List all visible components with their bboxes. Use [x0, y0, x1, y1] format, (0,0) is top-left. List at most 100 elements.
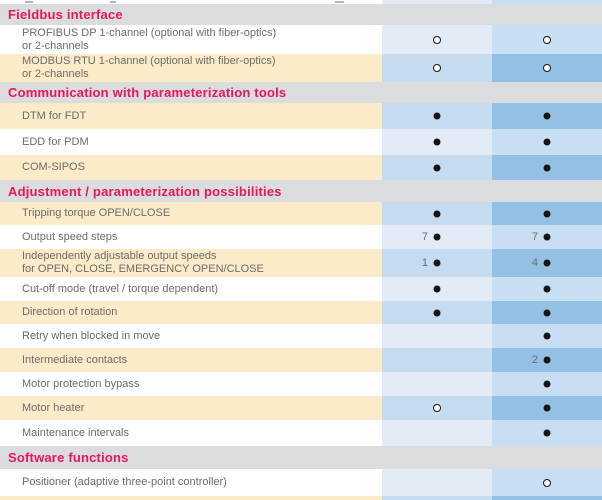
section-header: Adjustment / parameterization possibilit… [0, 180, 602, 202]
feature-row: MODBUS RTU 1-channel (optional with fibe… [0, 54, 602, 82]
comparison-cell [492, 469, 602, 496]
comparison-cell [382, 202, 492, 225]
row-label: COM-SIPOS [22, 161, 85, 173]
section-header: Software functions [0, 446, 602, 469]
hollow-dot-icon [433, 404, 441, 412]
comparison-cell [492, 396, 602, 420]
row-label-cell: Tripping torque OPEN/CLOSE [0, 202, 382, 225]
comparison-cell [492, 25, 602, 54]
comparison-cell [382, 54, 492, 82]
filled-dot-icon [543, 233, 551, 241]
row-label: Cut-off mode (travel / torque dependent) [22, 282, 219, 295]
comparison-cell [492, 202, 602, 225]
row-label-cell: Intermediate contacts [0, 348, 382, 372]
filled-dot-icon [543, 259, 551, 267]
filled-dot-icon [433, 259, 441, 267]
hollow-dot-icon [543, 478, 551, 487]
feature-row: COM-SIPOS [0, 155, 602, 180]
comparison-cell [492, 155, 602, 180]
hollow-dot-icon [543, 35, 551, 44]
section-title: Fieldbus interface [8, 7, 123, 22]
cell-number: 1 [421, 257, 428, 269]
clipped-label-area [0, 496, 382, 500]
row-label: Independently adjustable output speeds [22, 250, 217, 262]
comparison-cell [382, 396, 492, 420]
feature-row: Cut-off mode (travel / torque dependent) [0, 277, 602, 301]
row-label: Retry when blocked in move [22, 329, 161, 342]
cell-number: 2 [531, 354, 538, 366]
filled-dot-icon [433, 285, 441, 293]
row-label: MODBUS RTU 1-channel (optional with fibe… [22, 55, 276, 67]
filled-dot-icon [543, 404, 551, 412]
comparison-cell [382, 0, 492, 4]
comparison-cell [492, 420, 602, 446]
filled-dot-icon [543, 138, 551, 146]
row-label-cell: EDD for PDM [0, 129, 382, 155]
row-label-cell: Direction of rotation [0, 301, 382, 324]
comparison-cell: 7 [492, 225, 602, 249]
section-title: Communication with parameterization tool… [8, 85, 287, 100]
row-label: Intermediate contacts [22, 353, 128, 366]
feature-row: Output speed steps 7 7 [0, 225, 602, 249]
row-label-cell: Cut-off mode (travel / torque dependent) [0, 277, 382, 301]
row-label-cell: PROFIBUS DP 1-channel (optional with fib… [0, 25, 382, 54]
clipped-row-top [0, 0, 602, 4]
feature-row: Tripping torque OPEN/CLOSE [0, 202, 602, 225]
row-label: DTM for FDT [22, 109, 87, 122]
feature-row: PROFIBUS DP 1-channel (optional with fib… [0, 25, 602, 54]
comparison-cell [382, 420, 492, 446]
hollow-dot-icon [433, 64, 441, 72]
filled-dot-icon [543, 356, 551, 364]
row-label: Tripping torque OPEN/CLOSE [22, 207, 171, 219]
comparison-cell: 7 [382, 225, 492, 249]
row-label-line2: for OPEN, CLOSE, EMERGENCY OPEN/CLOSE [22, 263, 264, 275]
row-label-cell: MODBUS RTU 1-channel (optional with fibe… [0, 54, 382, 82]
comparison-cell [382, 129, 492, 155]
comparison-cell [492, 129, 602, 155]
feature-row: Motor heater [0, 396, 602, 420]
comparison-cell [382, 372, 492, 396]
feature-row: EDD for PDM [0, 129, 602, 155]
clipped-label-area [0, 0, 382, 4]
filled-dot-icon [543, 112, 551, 120]
section-title: Software functions [8, 450, 129, 465]
comparison-cell [492, 372, 602, 396]
row-label-cell: Maintenance intervals [0, 420, 382, 446]
feature-row: Positioner (adaptive three-point control… [0, 469, 602, 496]
filled-dot-icon [433, 164, 441, 171]
section-header: Communication with parameterization tool… [0, 82, 602, 103]
filled-dot-icon [433, 309, 441, 316]
section-header: Fieldbus interface [0, 4, 602, 25]
clipped-text-fragment [25, 1, 33, 3]
comparison-cell: 1 [382, 249, 492, 277]
row-label: Maintenance intervals [22, 426, 130, 439]
feature-row: Independently adjustable output speeds fo… [0, 249, 602, 277]
row-label: Output speed steps [22, 230, 118, 243]
comparison-cell [492, 103, 602, 129]
hollow-dot-icon [433, 35, 441, 44]
feature-row: Intermediate contacts 2 [0, 348, 602, 372]
row-label-cell: COM-SIPOS [0, 155, 382, 180]
row-label-cell: Motor heater [0, 396, 382, 420]
row-label-line2: or 2-channels [22, 68, 89, 80]
row-label-cell: DTM for FDT [0, 103, 382, 129]
row-label-cell: Independently adjustable output speeds fo… [0, 249, 382, 277]
filled-dot-icon [543, 285, 551, 293]
comparison-cell [382, 277, 492, 301]
comparison-cell [382, 155, 492, 180]
comparison-cell [492, 324, 602, 348]
comparison-cell [492, 301, 602, 324]
row-label: Direction of rotation [22, 306, 118, 318]
filled-dot-icon [543, 429, 551, 437]
row-label: EDD for PDM [22, 135, 89, 148]
feature-row: Maintenance intervals [0, 420, 602, 446]
filled-dot-icon [433, 233, 441, 241]
row-label-cell: Positioner (adaptive three-point control… [0, 469, 382, 496]
filled-dot-icon [543, 164, 551, 171]
filled-dot-icon [543, 210, 551, 217]
row-label: PROFIBUS DP 1-channel (optional with fib… [22, 26, 277, 39]
row-label-line2: or 2-channels [22, 39, 89, 52]
filled-dot-icon [543, 332, 551, 340]
feature-row: Direction of rotation [0, 301, 602, 324]
